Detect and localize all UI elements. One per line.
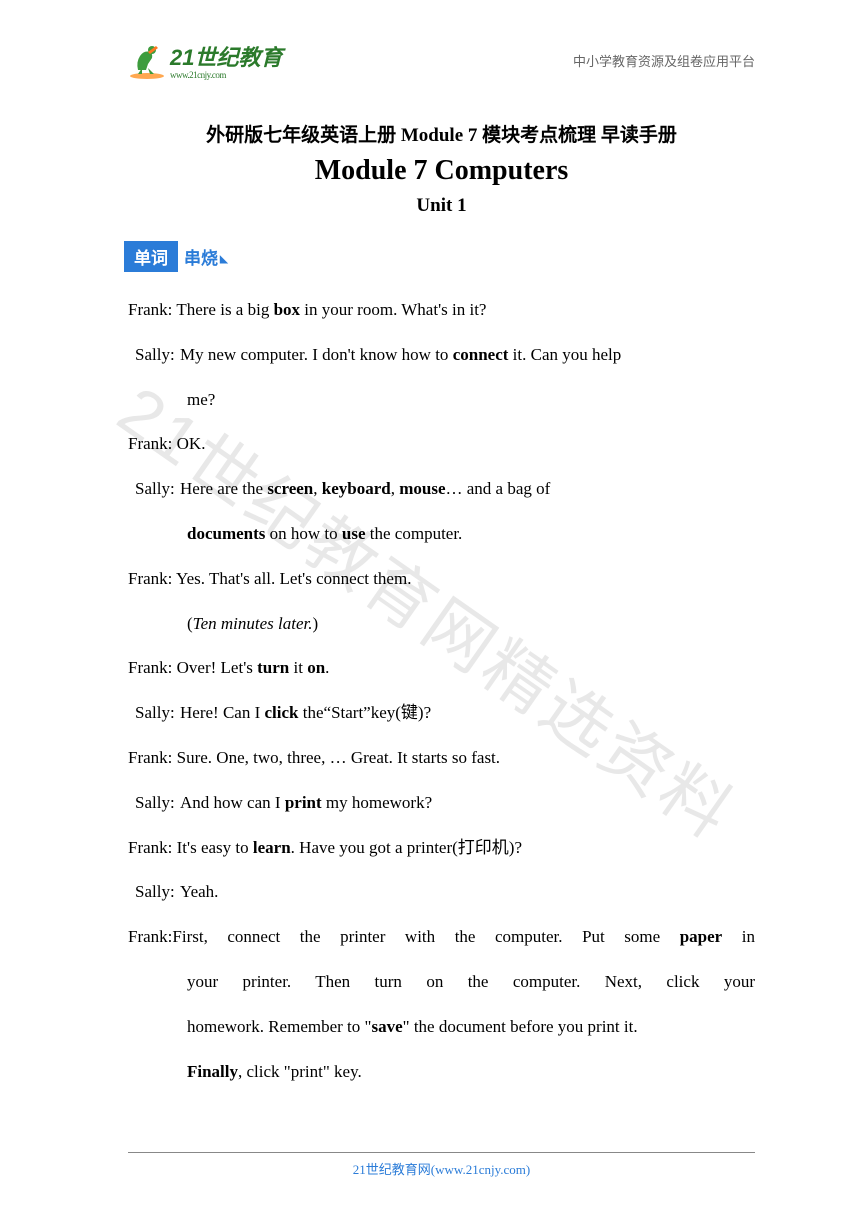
logo-main-text: 21世纪教育 xyxy=(170,45,282,70)
dialogue-line: Frank: Over! Let's turn it on. xyxy=(128,648,755,689)
dialogue-line: Sally: Yeah. xyxy=(128,872,755,913)
dialogue-line: Sally: And how can I print my homework? xyxy=(128,783,755,824)
dialogue-line: Frank: There is a big box in your room. … xyxy=(128,290,755,331)
dialogue-line: your printer. Then turn on the computer.… xyxy=(128,962,755,1003)
section-badge: 单词 串烧 xyxy=(124,241,228,272)
dialogue-line: (Ten minutes later.) xyxy=(128,604,755,645)
logo-text-block: 21世纪教育 www.21cnjy.com xyxy=(170,40,282,80)
unit-label: Unit 1 xyxy=(128,195,755,217)
logo-sub-text: www.21cnjy.com xyxy=(170,70,282,80)
dialogue-line: Sally: Here are the screen, keyboard, mo… xyxy=(128,469,755,510)
dialogue-line: Sally: Here! Can I click the“Start”key(键… xyxy=(128,693,755,734)
header-right-text: 中小学教育资源及组卷应用平台 xyxy=(573,51,755,70)
dialogue-line: homework. Remember to "save" the documen… xyxy=(128,1007,755,1048)
dialogue-body: Frank: There is a big box in your room. … xyxy=(128,290,755,1092)
dialogue-line: Sally: My new computer. I don't know how… xyxy=(128,335,755,376)
logo: 21世纪教育 www.21cnjy.com xyxy=(128,40,282,80)
dialogue-line: Frank: First, connect the printer with t… xyxy=(128,917,755,958)
badge-blue-text: 单词 xyxy=(124,241,178,272)
document-title: Module 7 Computers xyxy=(128,155,755,187)
dialogue-line: Frank: Sure. One, two, three, … Great. I… xyxy=(128,738,755,779)
dialogue-line: documents on how to use the computer. xyxy=(128,514,755,555)
dialogue-line: Finally, click "print" key. xyxy=(128,1052,755,1093)
dialogue-line: me? xyxy=(128,380,755,421)
dialogue-line: Frank: Yes. That's all. Let's connect th… xyxy=(128,559,755,600)
page-content: 21世纪教育 www.21cnjy.com 中小学教育资源及组卷应用平台 外研版… xyxy=(0,0,860,1136)
dialogue-line: Frank: It's easy to learn. Have you got … xyxy=(128,828,755,869)
page-header: 21世纪教育 www.21cnjy.com 中小学教育资源及组卷应用平台 xyxy=(128,40,755,80)
logo-icon xyxy=(128,40,166,80)
document-subtitle: 外研版七年级英语上册 Module 7 模块考点梳理 早读手册 xyxy=(128,120,755,147)
badge-text: 串烧 xyxy=(184,244,228,269)
page-footer: 21世纪教育网(www.21cnjy.com) xyxy=(128,1152,755,1178)
dialogue-line: Frank: OK. xyxy=(128,424,755,465)
